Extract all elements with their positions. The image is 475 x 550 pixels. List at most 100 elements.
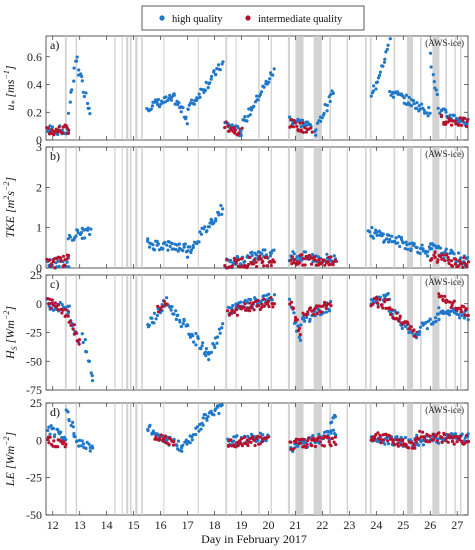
data-point-high xyxy=(397,234,401,239)
legend-box xyxy=(141,5,365,31)
data-point-high xyxy=(152,311,157,315)
data-point-intermediate xyxy=(237,131,241,135)
data-gap-band xyxy=(445,275,447,390)
data-point-high xyxy=(170,305,174,309)
data-point-high xyxy=(385,47,389,52)
data-point-high xyxy=(393,309,397,313)
data-point-intermediate xyxy=(261,259,265,263)
data-point-intermediate xyxy=(313,444,317,449)
data-point-high xyxy=(87,442,91,446)
data-point-high xyxy=(409,104,414,108)
data-point-high xyxy=(434,88,438,92)
data-point-intermediate xyxy=(301,257,305,261)
data-point-high xyxy=(179,110,183,114)
data-point-intermediate xyxy=(435,439,439,443)
data-point-high xyxy=(90,374,94,378)
data-point-high xyxy=(164,95,168,99)
data-point-high xyxy=(209,350,214,354)
data-point-intermediate xyxy=(236,258,241,262)
data-point-intermediate xyxy=(236,443,240,448)
data-point-intermediate xyxy=(381,306,385,310)
data-point-high xyxy=(269,251,273,255)
data-point-intermediate xyxy=(243,263,247,267)
data-point-high xyxy=(199,347,203,351)
data-point-intermediate xyxy=(271,305,275,309)
data-point-intermediate xyxy=(328,262,332,266)
data-point-intermediate xyxy=(272,260,276,264)
data-point-intermediate xyxy=(77,338,81,342)
data-point-high xyxy=(189,248,194,252)
x-tick-label: 22 xyxy=(316,518,328,532)
data-point-intermediate xyxy=(51,303,55,307)
y-tick-label: 0.2 xyxy=(27,105,42,119)
data-point-high xyxy=(370,226,374,230)
data-gap-band xyxy=(129,36,132,140)
y-tick-label: 1 xyxy=(36,221,42,235)
y-tick-label: 0.4 xyxy=(27,78,42,92)
data-point-high xyxy=(170,241,174,246)
data-point-high xyxy=(382,60,387,64)
panel-1: 0 0.2 0.4 0.6 a) (AWS-ice) u* [ms−1] xyxy=(2,35,470,147)
data-point-high xyxy=(387,233,391,237)
data-point-high xyxy=(214,217,218,221)
data-point-high xyxy=(215,341,219,345)
data-point-high xyxy=(395,435,399,439)
data-point-intermediate xyxy=(172,443,176,447)
data-point-high xyxy=(152,248,157,252)
data-point-high xyxy=(189,250,193,255)
data-point-high xyxy=(79,444,83,448)
data-point-high xyxy=(400,326,404,330)
data-point-high xyxy=(314,128,318,132)
data-point-intermediate xyxy=(409,325,413,329)
data-point-intermediate xyxy=(389,312,393,317)
data-point-intermediate xyxy=(422,435,427,439)
x-tick-label: 21 xyxy=(289,518,301,532)
data-gap-band xyxy=(225,403,228,515)
data-point-high xyxy=(418,325,423,329)
data-point-high xyxy=(199,427,203,431)
data-point-high xyxy=(304,250,308,254)
data-point-intermediate xyxy=(329,304,333,308)
data-gap-band xyxy=(407,36,413,140)
data-point-high xyxy=(421,249,425,253)
data-point-high xyxy=(331,428,336,432)
data-point-high xyxy=(179,325,183,329)
data-point-intermediate xyxy=(254,260,258,264)
data-point-intermediate xyxy=(452,299,456,303)
data-point-intermediate xyxy=(289,258,293,263)
data-point-intermediate xyxy=(262,297,266,301)
data-point-intermediate xyxy=(164,434,168,438)
x-tick-label: 17 xyxy=(182,518,194,532)
data-point-intermediate xyxy=(226,444,231,448)
data-point-high xyxy=(408,242,412,246)
data-gap-band xyxy=(454,275,456,390)
data-gap-band xyxy=(126,36,129,140)
data-point-high xyxy=(460,432,464,436)
data-point-high xyxy=(437,317,441,322)
data-point-intermediate xyxy=(466,260,470,264)
data-point-high xyxy=(248,113,252,117)
data-gap-band xyxy=(114,403,116,515)
data-point-high xyxy=(185,122,189,126)
y-label-unit: ] xyxy=(3,65,17,71)
data-point-high xyxy=(403,247,407,251)
scatter-points xyxy=(46,403,471,453)
data-point-intermediate xyxy=(373,437,377,441)
data-point-high xyxy=(427,106,431,110)
data-point-high xyxy=(420,102,424,106)
data-point-high xyxy=(218,331,222,335)
data-point-intermediate xyxy=(466,313,470,317)
data-point-intermediate xyxy=(246,443,250,448)
data-point-high xyxy=(268,254,273,258)
data-gap-band xyxy=(287,147,291,268)
data-point-high xyxy=(220,212,224,216)
data-point-high xyxy=(268,77,272,81)
data-point-high xyxy=(371,89,375,93)
data-point-high xyxy=(458,316,462,320)
data-gap-band xyxy=(329,36,332,140)
data-point-intermediate xyxy=(65,257,69,261)
x-tick-label: 15 xyxy=(128,518,140,532)
data-gap-band xyxy=(235,275,237,390)
data-point-high xyxy=(262,294,266,298)
